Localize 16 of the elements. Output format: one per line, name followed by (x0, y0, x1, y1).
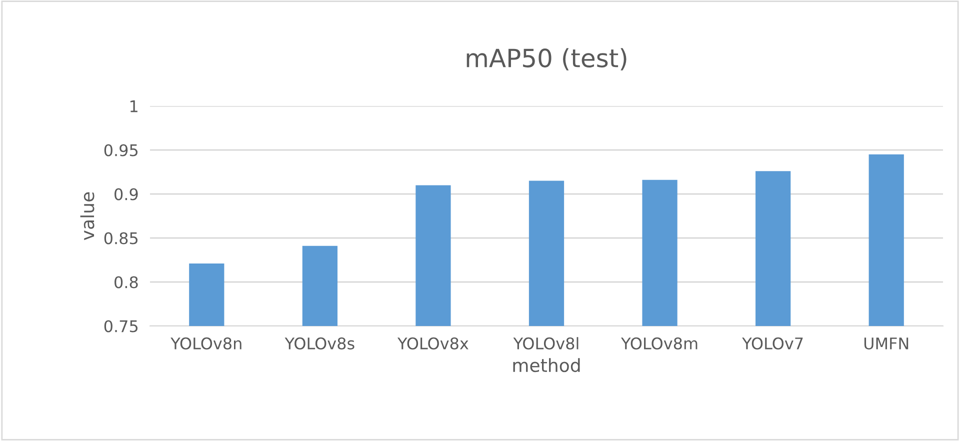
x-tick-label: YOLOv8n (170, 337, 242, 350)
x-tick-label: YOLOv7 (742, 337, 803, 350)
y-tick-label: 0.8 (114, 276, 138, 288)
chart-title: mAP50 (test) (466, 48, 626, 70)
y-axis-title: value (80, 192, 94, 240)
x-tick-label: YOLOv8x (397, 337, 468, 350)
y-tick-label: 0.9 (114, 188, 138, 200)
x-tick-label: YOLOv8l (513, 337, 578, 350)
x-tick-label: YOLOv8s (284, 337, 354, 350)
x-axis-title: method (513, 358, 580, 372)
y-tick-label: 0.85 (104, 232, 138, 244)
y-tick-label: 1 (130, 100, 138, 112)
x-tick-label: UMFN (864, 338, 908, 350)
y-tick-label: 0.75 (104, 320, 138, 332)
x-tick-label: YOLOv8m (620, 337, 698, 350)
y-tick-label: 0.95 (104, 144, 138, 156)
